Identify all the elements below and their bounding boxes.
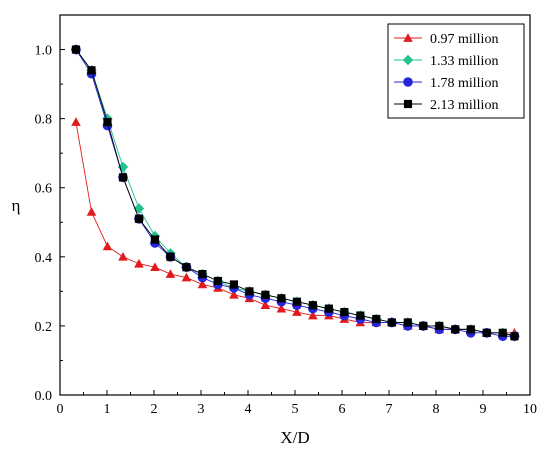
data-point-square (182, 263, 191, 272)
data-point-square (387, 318, 396, 327)
data-point-square (466, 325, 475, 334)
series-layer (70, 44, 520, 342)
x-tick-label: 1 (104, 402, 111, 417)
data-point-triangle (229, 290, 239, 299)
y-tick-label: 0.6 (35, 182, 53, 197)
data-point-square (103, 118, 112, 127)
data-point-triangle (165, 269, 176, 278)
data-point-square (435, 321, 444, 330)
data-point-triangle (197, 279, 208, 289)
data-point-triangle (71, 117, 81, 126)
data-point-triangle (260, 300, 271, 310)
legend-item: 2.13 million (394, 98, 498, 113)
x-tick-label: 7 (386, 402, 393, 417)
legend-label: 1.33 million (430, 54, 498, 69)
data-point-square (451, 325, 460, 334)
data-point-triangle (134, 258, 144, 268)
legend-marker-triangle (403, 33, 413, 42)
data-point-square (134, 214, 144, 223)
data-point-square (213, 276, 222, 286)
legend-label: 2.13 million (430, 98, 498, 113)
x-tick-label: 4 (245, 402, 252, 417)
x-tick-label: 6 (339, 402, 346, 417)
data-point-square (198, 270, 207, 279)
legend-item: 0.97 million (394, 32, 498, 47)
x-tick-label: 8 (433, 402, 440, 417)
data-point-triangle (118, 252, 128, 261)
legend-item: 1.78 million (394, 76, 498, 91)
data-point-diamond (117, 161, 129, 173)
y-tick-label: 0.8 (35, 113, 53, 128)
y-axis-title: η (12, 196, 21, 215)
data-point-triangle (181, 272, 192, 282)
data-point-square (482, 328, 491, 337)
data-point-square (118, 173, 128, 182)
data-point-square (87, 66, 96, 75)
legend-marker-square (403, 99, 413, 109)
data-point-triangle (102, 241, 113, 251)
data-point-square (261, 290, 270, 299)
x-axis-title: X/D (280, 428, 309, 447)
x-tick-label: 2 (151, 402, 158, 417)
data-point-triangle (86, 207, 97, 216)
y-tick-label: 0.4 (35, 251, 53, 266)
data-point-square (356, 311, 365, 320)
data-point-square (166, 252, 175, 261)
data-point-square (308, 301, 317, 310)
data-point-square (245, 287, 254, 296)
x-tick-label: 9 (480, 402, 487, 417)
data-point-square (229, 280, 238, 289)
x-tick-label: 5 (292, 402, 299, 417)
legend-item: 1.33 million (394, 54, 498, 69)
y-tick-label: 0.2 (35, 320, 53, 335)
legend: 0.97 million 1.33 million 1.78 million 2.13… (387, 23, 525, 119)
data-point-triangle (276, 303, 287, 313)
x-tick-label: 0 (57, 402, 64, 417)
y-tick-label: 1.0 (35, 44, 53, 59)
data-point-square (292, 297, 301, 306)
y-tick-label: 0.0 (35, 389, 53, 404)
data-point-square (150, 235, 160, 244)
data-point-square (372, 314, 381, 324)
series-square (71, 45, 519, 341)
axis-ticks: 0 1 2 3 4 5 6 7 8 9 10 0.0 0.2 0.4 0.6 0.8 1.0 (35, 14, 537, 417)
legend-marker-diamond (402, 54, 414, 66)
data-point-square (71, 45, 81, 54)
legend-marker-circle (403, 77, 413, 87)
legend-label: 1.78 million (430, 76, 498, 91)
data-point-square (498, 328, 507, 337)
data-point-square (340, 308, 349, 317)
data-point-square (419, 321, 428, 330)
data-point-square (510, 332, 519, 341)
data-point-diamond (133, 203, 145, 214)
data-point-square (277, 294, 286, 303)
x-tick-label: 3 (198, 402, 205, 417)
data-point-triangle (292, 307, 302, 316)
x-tick-label: 10 (523, 402, 537, 417)
legend-label: 0.97 million (430, 32, 498, 47)
data-point-triangle (308, 310, 318, 320)
data-point-square (324, 304, 333, 313)
data-point-square (403, 318, 412, 327)
data-point-triangle (150, 262, 160, 272)
